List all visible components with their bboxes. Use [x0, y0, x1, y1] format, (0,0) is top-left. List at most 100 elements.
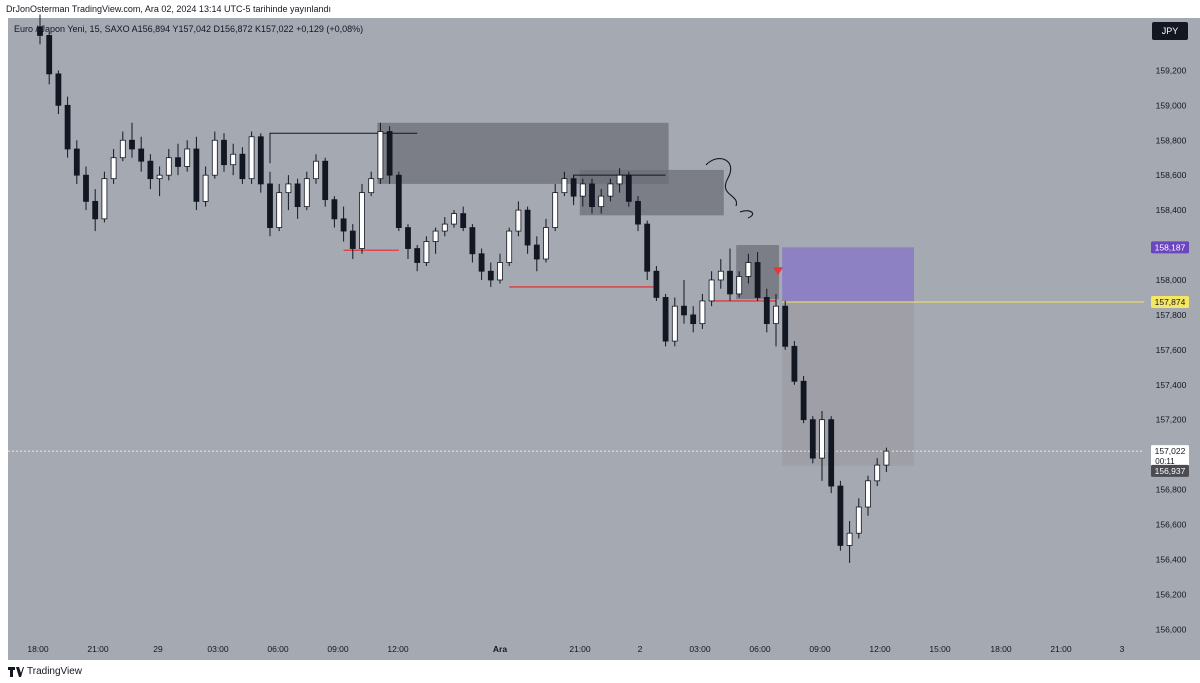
target-price-badge-bg: [1151, 241, 1189, 254]
candle-body: [165, 157, 172, 176]
chart-area[interactable]: [8, 18, 1144, 638]
candle-body: [478, 253, 485, 272]
candle: [322, 157, 329, 207]
candle: [432, 227, 439, 254]
target-price-badge: 158,187: [1151, 241, 1189, 254]
currency-selector[interactable]: JPY: [1152, 22, 1188, 40]
candle-body: [110, 157, 117, 180]
candle: [331, 196, 338, 228]
x-tick-label: 21:00: [1050, 644, 1072, 654]
x-tick-label: 18:00: [990, 644, 1012, 654]
candle-body: [708, 279, 715, 302]
y-tick-label: 157,200: [1156, 415, 1187, 425]
candle-body: [129, 139, 135, 150]
candle-body: [865, 480, 871, 508]
candle: [846, 520, 853, 563]
candle-body: [423, 241, 430, 263]
candle-body: [230, 153, 237, 166]
candle-body: [662, 297, 669, 342]
candle: [110, 148, 117, 184]
candle-body: [579, 183, 586, 197]
candle: [202, 166, 209, 207]
candle: [441, 217, 448, 237]
candle: [386, 126, 393, 184]
candle: [708, 271, 715, 307]
candle-body: [211, 139, 218, 176]
price-axis[interactable]: [1144, 18, 1200, 638]
candle: [543, 218, 549, 263]
candle-body: [717, 270, 724, 281]
candle: [837, 480, 844, 551]
candle: [460, 206, 467, 232]
last-price-badge-countdown: 00:11: [1155, 457, 1175, 466]
candle-body: [460, 213, 467, 228]
entry-price-badge-bg: [1151, 295, 1189, 308]
candle-body: [690, 314, 697, 325]
candle-body: [487, 270, 494, 281]
candle: [267, 171, 273, 237]
candle-body: [267, 183, 273, 228]
candle-body: [874, 464, 881, 482]
target-price-badge-text: 158,187: [1155, 242, 1186, 252]
candle-body: [147, 160, 154, 180]
candle-body: [386, 131, 393, 176]
candle-body: [184, 148, 191, 167]
candle: [727, 248, 733, 301]
x-tick-label: 21:00: [87, 644, 109, 654]
x-tick-label: 12:00: [387, 644, 409, 654]
candle: [37, 14, 43, 45]
x-tick-label: 2: [638, 644, 643, 654]
y-tick-label: 159,200: [1156, 65, 1187, 75]
candle: [349, 224, 356, 260]
candle: [855, 498, 862, 539]
overlay-layer: [705, 158, 783, 276]
candle: [607, 178, 614, 202]
candle-body: [83, 174, 89, 202]
header-bar: [0, 0, 1200, 18]
candle: [276, 183, 283, 232]
stop-price-badge-bg: [1151, 464, 1189, 477]
candle: [809, 416, 816, 464]
x-tick-label: 09:00: [809, 644, 831, 654]
candle: [239, 147, 246, 184]
candle: [73, 140, 80, 184]
candle-body: [331, 199, 338, 220]
candle: [478, 248, 485, 280]
candle: [717, 259, 724, 289]
candle: [699, 293, 706, 329]
candle-body: [681, 305, 687, 316]
stop-price-badge: 156,937: [1151, 464, 1189, 477]
y-axis-labels: 159,400159,200159,000158,800158,600158,4…: [1156, 30, 1187, 634]
candle: [405, 224, 411, 260]
candle: [119, 131, 126, 162]
candle-body: [607, 183, 614, 197]
tradingview-logo[interactable]: TradingView: [8, 666, 82, 677]
entry-price-badge-text: 157,874: [1155, 297, 1186, 307]
candle-body: [55, 73, 62, 106]
candle-body: [625, 174, 632, 202]
candle: [55, 70, 62, 115]
candle-body: [773, 305, 779, 325]
candle-body: [561, 178, 568, 194]
candle-body: [671, 305, 678, 342]
candle-body: [37, 26, 43, 36]
candle-body: [809, 419, 816, 459]
candle-body: [524, 209, 531, 246]
candle-body: [368, 178, 375, 194]
candle: [782, 300, 789, 350]
candle-body: [257, 136, 264, 185]
candle-body: [322, 160, 329, 201]
candle: [46, 31, 53, 85]
candle-body: [359, 192, 365, 249]
y-tick-label: 158,400: [1156, 205, 1187, 215]
publish-info: DrJonOsterman TradingView.com, Ara 02, 2…: [6, 4, 332, 14]
candle-body: [552, 192, 559, 228]
candle-body: [92, 200, 99, 220]
candle: [745, 253, 752, 284]
time-axis[interactable]: [8, 638, 1144, 660]
candle-body: [855, 506, 862, 534]
candle: [754, 252, 761, 301]
y-tick-label: 156,000: [1156, 624, 1187, 634]
candle: [644, 220, 651, 280]
